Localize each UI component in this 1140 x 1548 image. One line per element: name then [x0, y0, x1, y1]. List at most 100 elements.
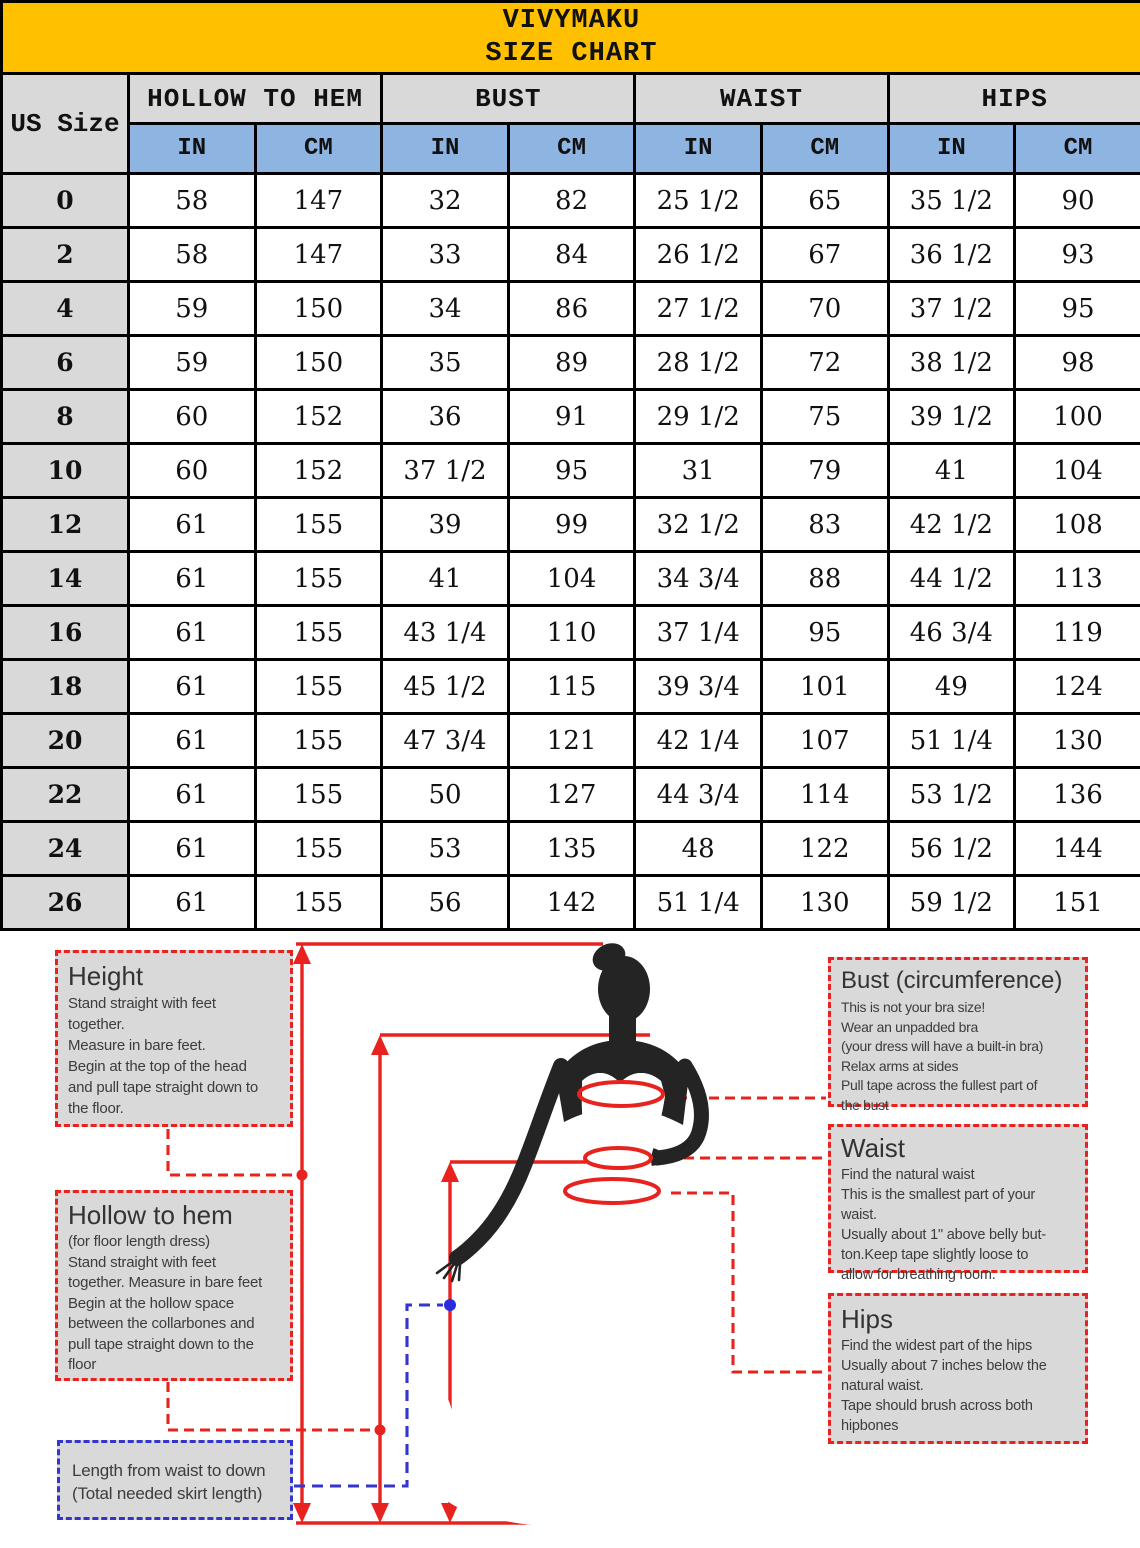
- measurement-cell: 83: [759, 496, 890, 553]
- measurement-cell: 95: [759, 604, 890, 661]
- unit-header: CM: [506, 122, 637, 175]
- measurement-cell: 38 1/2: [886, 334, 1017, 391]
- measurement-cell: 122: [759, 820, 890, 877]
- measurement-cell: 130: [1013, 712, 1140, 769]
- measurement-cell: 51 1/4: [886, 712, 1017, 769]
- table-row: 0 58 147 32 82 25 1/2 65 35 1/2 90: [0, 172, 1140, 229]
- waist-title: Waist: [841, 1133, 906, 1163]
- measurement-cell: 32 1/2: [633, 496, 763, 553]
- measurement-cell: 107: [759, 712, 890, 769]
- measurement-cell: 46 3/4: [886, 604, 1017, 661]
- blue-dashed-connector: [294, 1303, 443, 1488]
- measurement-cell: 113: [1013, 550, 1140, 607]
- measurement-cell: 61: [127, 712, 257, 769]
- measurement-cell: 34: [380, 280, 510, 337]
- unit-header: IN: [633, 122, 763, 175]
- measurement-cell: 108: [1013, 496, 1140, 553]
- measurement-cell: 60: [127, 388, 257, 445]
- measurement-cell: 72: [759, 334, 890, 391]
- measurement-cell: 151: [1013, 874, 1140, 931]
- unit-header-row: IN CM IN CM IN CM IN CM: [2, 122, 1140, 175]
- measurement-diagram: [166, 942, 826, 1528]
- measurement-cell: 65: [759, 172, 890, 229]
- measurement-cell: 61: [127, 820, 257, 877]
- measurement-cell: 98: [1013, 334, 1140, 391]
- measurement-cell: 37 1/2: [886, 280, 1017, 337]
- neck: [609, 1000, 636, 1048]
- measurement-cell: 37 1/4: [633, 604, 763, 661]
- measurement-cell: 51 1/4: [633, 874, 763, 931]
- measurement-cell: 155: [253, 874, 384, 931]
- table-row: 20 61 155 47 3/4 121 42 1/4 107 51 1/4 130: [0, 712, 1140, 769]
- measurement-cell: 42 1/2: [886, 496, 1017, 553]
- measurement-cell: 155: [253, 550, 384, 607]
- table-row: 24 61 155 53 135 48 122 56 1/2 144: [0, 820, 1140, 877]
- measurement-cell: 25 1/2: [633, 172, 763, 229]
- measurement-cell: 61: [127, 766, 257, 823]
- measurement-cell: 31: [633, 442, 763, 499]
- measurement-cell: 147: [253, 172, 384, 229]
- measurement-cell: 47 3/4: [380, 712, 510, 769]
- measurement-cell: 29 1/2: [633, 388, 763, 445]
- brand-name: VIVYMAKU: [502, 5, 641, 36]
- measurement-cell: 56: [380, 874, 510, 931]
- waist-text: Find the natural waist This is the small…: [841, 1167, 1046, 1283]
- measurement-cell: 43 1/4: [380, 604, 510, 661]
- measurement-cell: 33: [380, 226, 510, 283]
- measurement-cell: 34 3/4: [633, 550, 763, 607]
- measurement-cell: 49: [886, 658, 1017, 715]
- measurement-cell: 115: [506, 658, 637, 715]
- column-header-bust: BUST: [380, 72, 637, 125]
- page-title: SIZE CHART: [485, 38, 658, 69]
- measurement-cell: 26 1/2: [633, 226, 763, 283]
- us-size-value: 6: [0, 334, 130, 391]
- red-dashed-connectors: [166, 1096, 826, 1432]
- measurement-cell: 59 1/2: [886, 874, 1017, 931]
- measurement-cell: 104: [1013, 442, 1140, 499]
- measurement-cell: 53: [380, 820, 510, 877]
- measurement-cell: 41: [380, 550, 510, 607]
- measurement-cell: 84: [506, 226, 637, 283]
- measurement-cell: 42 1/4: [633, 712, 763, 769]
- measurement-cell: 36: [380, 388, 510, 445]
- measurement-cell: 58: [127, 226, 257, 283]
- measurement-cell: 100: [1013, 388, 1140, 445]
- bust-instruction-box: Bust (circumference) This is not your br…: [828, 957, 1088, 1113]
- us-size-value: 14: [0, 550, 130, 607]
- group-header-row: US Size HOLLOW TO HEM BUST WAIST HIPS: [0, 72, 1140, 175]
- measurement-cell: 147: [253, 226, 384, 283]
- size-chart-table: VIVYMAKU SIZE CHART US Size HOLLOW TO HE…: [0, 0, 1140, 931]
- measurement-cell: 44 1/2: [886, 550, 1017, 607]
- measurement-cell: 119: [1013, 604, 1140, 661]
- measurement-cell: 61: [127, 550, 257, 607]
- table-row: 18 61 155 45 1/2 115 39 3/4 101 49 124: [0, 658, 1140, 715]
- measurement-cell: 89: [506, 334, 637, 391]
- bust-text: This is not your bra size! Wear an unpad…: [841, 999, 1044, 1113]
- measurement-cell: 39: [380, 496, 510, 553]
- us-size-value: 18: [0, 658, 130, 715]
- size-table-body: 0 58 147 32 82 25 1/2 65 35 1/2 90 2 58 147 33 84 26 1…: [0, 172, 1140, 931]
- table-row: 4 59 150 34 86 27 1/2 70 37 1/2 95: [0, 280, 1140, 337]
- hips-instruction-box: Hips Find the widest part of the hips Us…: [828, 1293, 1088, 1444]
- measurement-cell: 86: [506, 280, 637, 337]
- brand-row: VIVYMAKU SIZE CHART: [0, 0, 1140, 75]
- measurement-cell: 35 1/2: [886, 172, 1017, 229]
- hollow-to-hem-title: Hollow to hem: [68, 1200, 233, 1230]
- table-row: 22 61 155 50 127 44 3/4 114 53 1/2 136: [0, 766, 1140, 823]
- brand-header: VIVYMAKU SIZE CHART: [0, 0, 1140, 75]
- us-size-value: 22: [0, 766, 130, 823]
- unit-header: CM: [759, 122, 890, 175]
- measurement-cell: 67: [759, 226, 890, 283]
- measurement-cell: 28 1/2: [633, 334, 763, 391]
- us-size-value: 8: [0, 388, 130, 445]
- table-row: 10 60 152 37 1/2 95 31 79 41 104: [0, 442, 1140, 499]
- us-size-value: 4: [0, 280, 130, 337]
- measurement-cell: 48: [633, 820, 763, 877]
- measurement-cell: 121: [506, 712, 637, 769]
- waist-band: [583, 1146, 653, 1170]
- measurement-cell: 127: [506, 766, 637, 823]
- us-size-value: 2: [0, 226, 130, 283]
- measurement-cell: 88: [759, 550, 890, 607]
- measurement-cell: 32: [380, 172, 510, 229]
- measurement-cell: 135: [506, 820, 637, 877]
